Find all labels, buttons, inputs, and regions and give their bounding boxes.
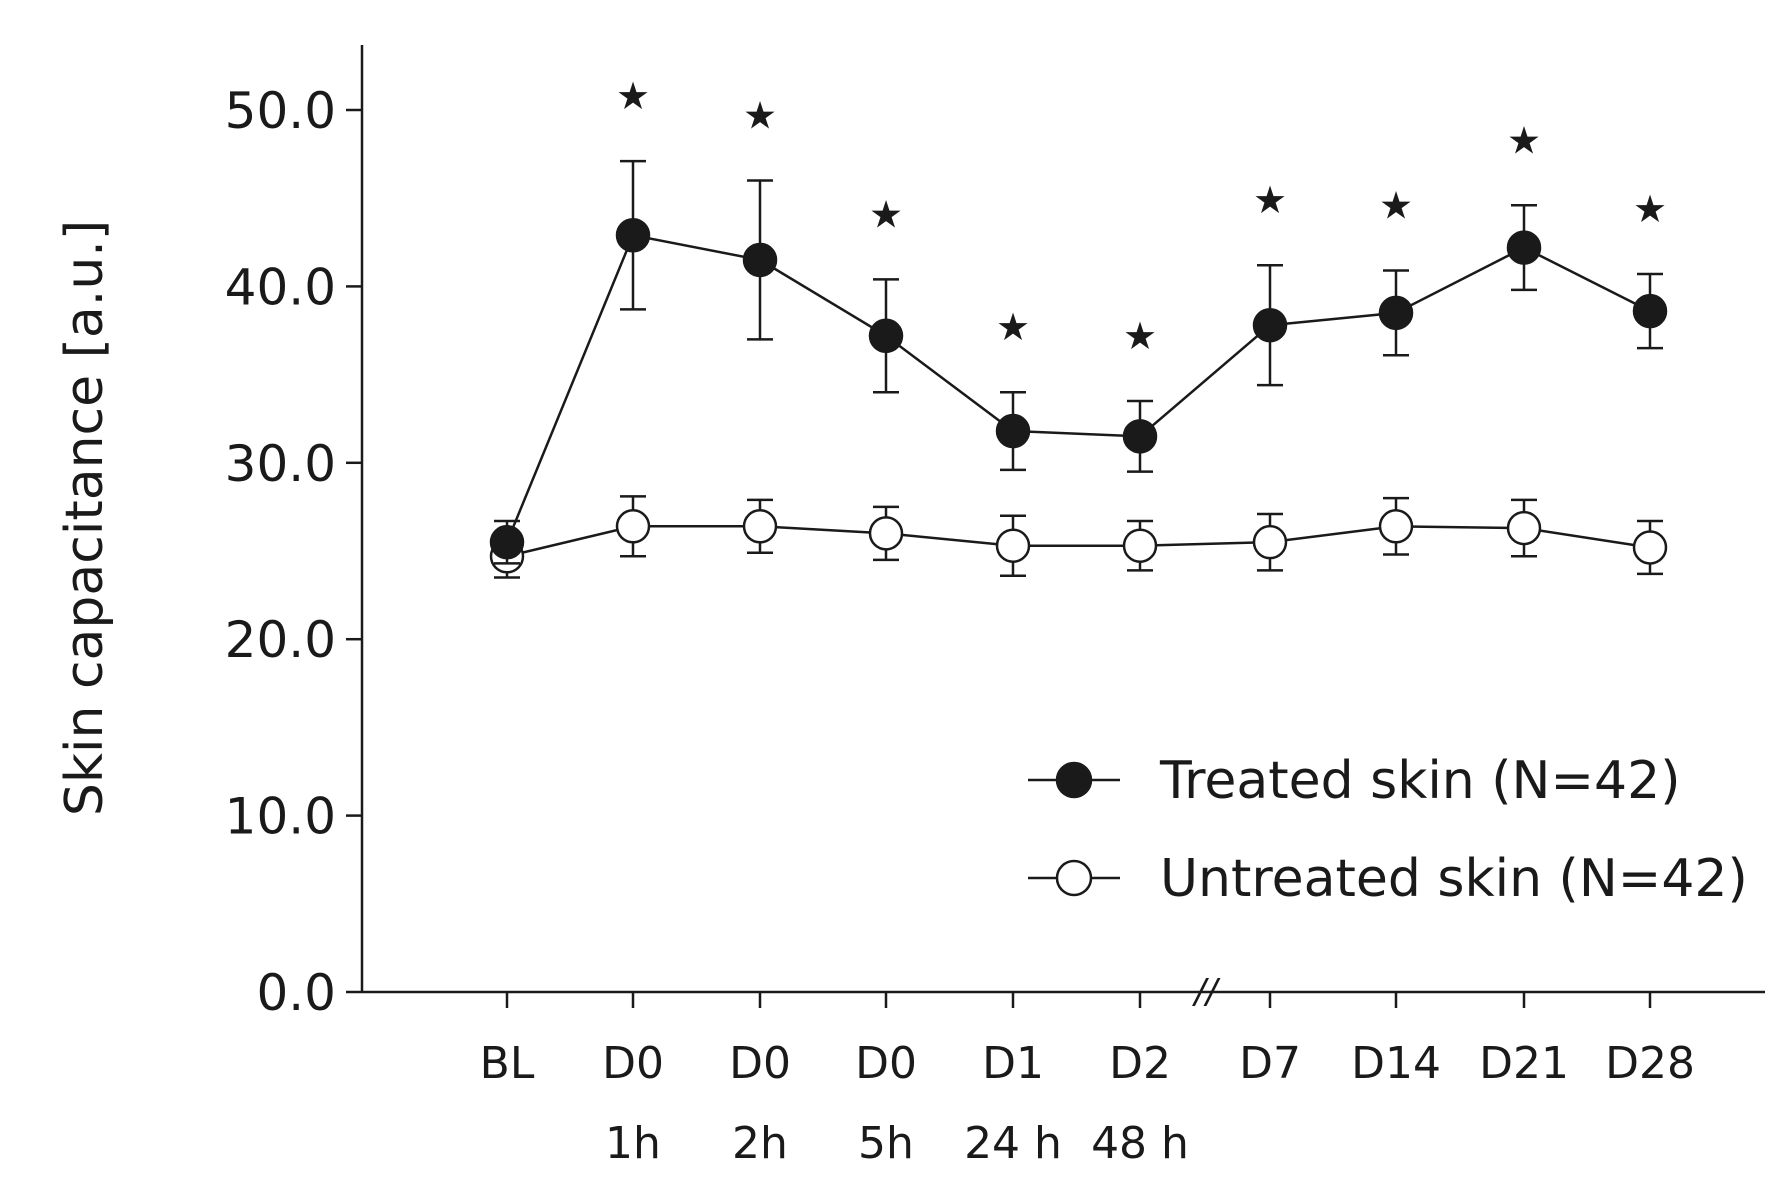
untreated-data-point [742,509,778,544]
x-tick-sublabel: 24 h [964,1118,1062,1169]
treated-data-point [1506,230,1542,265]
treated-data-point [1378,295,1414,331]
treated-data-point [1632,293,1668,329]
y-tick-label: 30.0 [225,435,336,493]
significance-star: ★ [1507,118,1541,162]
legend-treated-marker [1055,761,1093,799]
x-tick-sublabel: 48 h [1091,1118,1189,1169]
axis-break-mark: // [1192,972,1221,1012]
x-tick-label: D14 [1351,1038,1441,1089]
x-tick-label: D28 [1605,1038,1695,1089]
untreated-series-line [506,525,1651,558]
x-tick-label: D2 [1109,1038,1171,1089]
x-ticks: BL D0 1h D0 2h D0 5h D1 24 h D2 48 h D7 … [480,992,1695,1169]
significance-star: ★ [743,94,777,138]
x-tick-label: D7 [1239,1038,1301,1089]
x-tick-label: D0 [729,1038,791,1089]
treated-data-point [615,217,651,253]
significance-star: ★ [1253,178,1287,222]
treated-data-point [489,524,525,560]
significance-star: ★ [1633,187,1667,231]
legend-treated-label: Treated skin (N=42) [1159,751,1680,811]
untreated-data-point [1506,510,1542,546]
y-axis-title: Skin capacitance [a.u.] [55,220,115,816]
significance-star: ★ [1123,314,1157,358]
treated-data-point [1122,419,1158,454]
y-ticks: 0.0 10.0 20.0 30.0 40.0 50.0 [225,82,362,1022]
y-tick-label: 20.0 [225,611,336,669]
x-tick-label: BL [480,1038,535,1089]
untreated-data-point [1252,524,1288,560]
treated-series-line [505,233,1651,543]
x-tick-label: D0 [855,1038,917,1089]
y-tick-label: 10.0 [225,788,336,846]
significance-star: ★ [1379,184,1413,228]
significance-star: ★ [869,192,903,236]
treated-data-point [995,413,1031,449]
untreated-data-point [1122,528,1158,563]
untreated-data-point [1378,509,1414,544]
x-tick-label: D1 [982,1038,1044,1089]
legend-untreated-label: Untreated skin (N=42) [1160,849,1748,909]
plot-area: ★ ★ ★ ★ ★ ★ ★ ★ ★ [489,74,1668,579]
treated-data-point [868,318,904,354]
x-tick-sublabel: 1h [605,1118,661,1169]
legend-untreated-marker [1055,859,1093,897]
untreated-data-point [615,509,651,544]
untreated-data-point [1632,530,1668,565]
treated-data-point [1252,307,1288,343]
untreated-data-point [995,528,1031,563]
treated-data-point [742,242,778,278]
x-tick-label: D21 [1479,1038,1569,1089]
untreated-data-point [868,516,904,551]
legend: Treated skin (N=42) Untreated skin (N=42… [1028,751,1748,909]
x-tick-sublabel: 5h [858,1118,914,1169]
x-tick-label: D0 [602,1038,664,1089]
significance-star: ★ [996,305,1030,349]
significance-star: ★ [616,74,650,118]
y-tick-label: 0.0 [256,964,336,1022]
y-tick-label: 50.0 [225,82,336,140]
x-tick-sublabel: 2h [732,1118,788,1169]
y-tick-label: 40.0 [225,258,336,316]
